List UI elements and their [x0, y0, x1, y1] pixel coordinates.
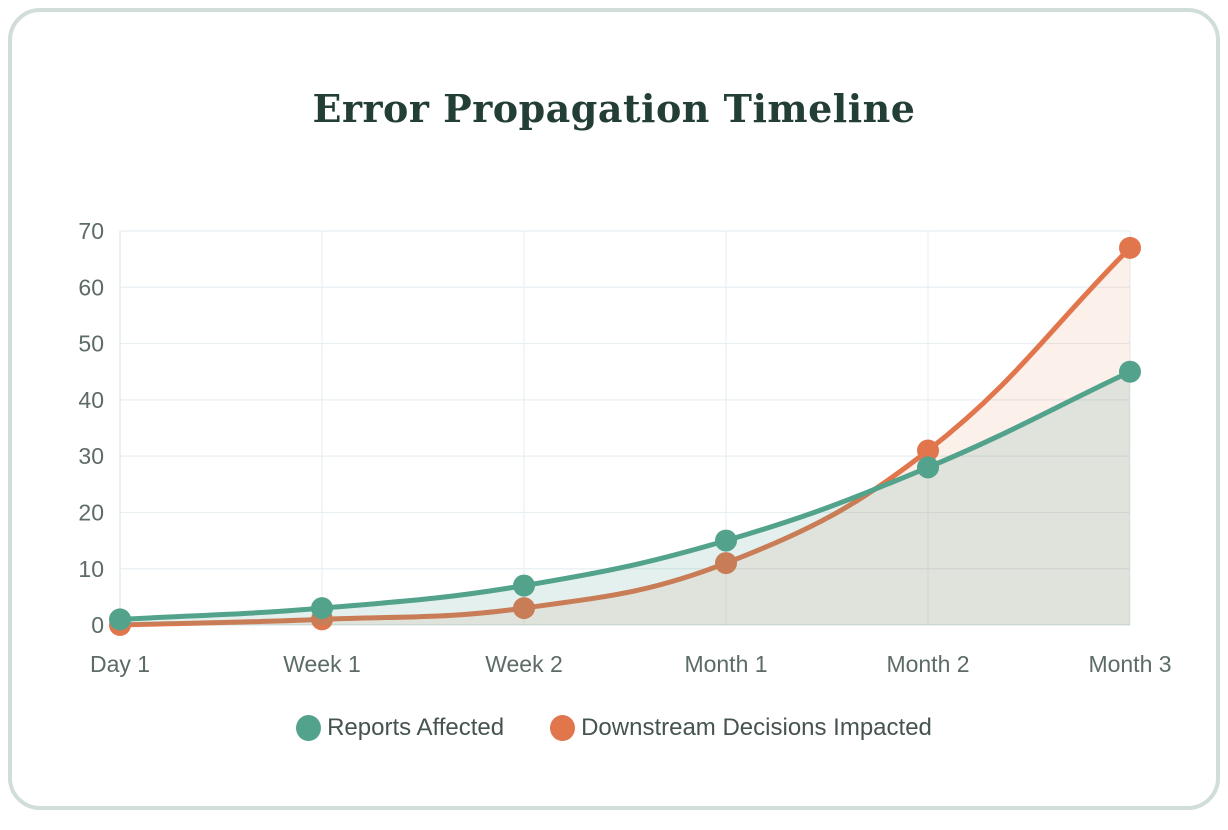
legend-label: Reports Affected	[327, 714, 504, 742]
y-tick-label: 30	[78, 443, 104, 469]
series-point-reports-affected[interactable]	[311, 597, 333, 619]
series-point-reports-affected[interactable]	[917, 456, 939, 478]
legend-label: Downstream Decisions Impacted	[581, 714, 932, 742]
y-tick-label: 70	[78, 218, 104, 244]
series-point-reports-affected[interactable]	[715, 530, 737, 552]
chart-canvas[interactable]: 0 10 20 30 40 50 60 70 Day 1 Week 1 Week 2 Month 1 M…	[12, 12, 1228, 830]
x-tick-label: Day 1	[90, 651, 150, 677]
y-tick-label: 0	[91, 612, 104, 638]
y-tick-label: 50	[78, 331, 104, 357]
y-tick-label: 10	[78, 556, 104, 582]
y-tick-label: 40	[78, 387, 104, 413]
series-point-reports-affected[interactable]	[1119, 361, 1141, 383]
legend-item-downstream-decisions-impacted[interactable]: Downstream Decisions Impacted	[550, 714, 932, 742]
chart-legend: Reports Affected Downstream Decisions Imp…	[12, 714, 1216, 742]
x-tick-label: Week 2	[485, 651, 563, 677]
x-tick-label: Month 3	[1088, 651, 1171, 677]
x-tick-label: Month 2	[886, 651, 969, 677]
x-tick-label: Week 1	[283, 651, 361, 677]
legend-swatch-icon	[296, 715, 321, 741]
x-tick-label: Month 1	[684, 651, 767, 677]
y-tick-label: 20	[78, 499, 104, 525]
series-point-reports-affected[interactable]	[109, 608, 131, 630]
y-tick-label: 60	[78, 274, 104, 300]
series-point-reports-affected[interactable]	[513, 575, 535, 597]
legend-item-reports-affected[interactable]: Reports Affected	[296, 714, 504, 742]
series-point-downstream-decisions-impacted[interactable]	[1119, 237, 1141, 259]
legend-swatch-icon	[550, 715, 575, 741]
